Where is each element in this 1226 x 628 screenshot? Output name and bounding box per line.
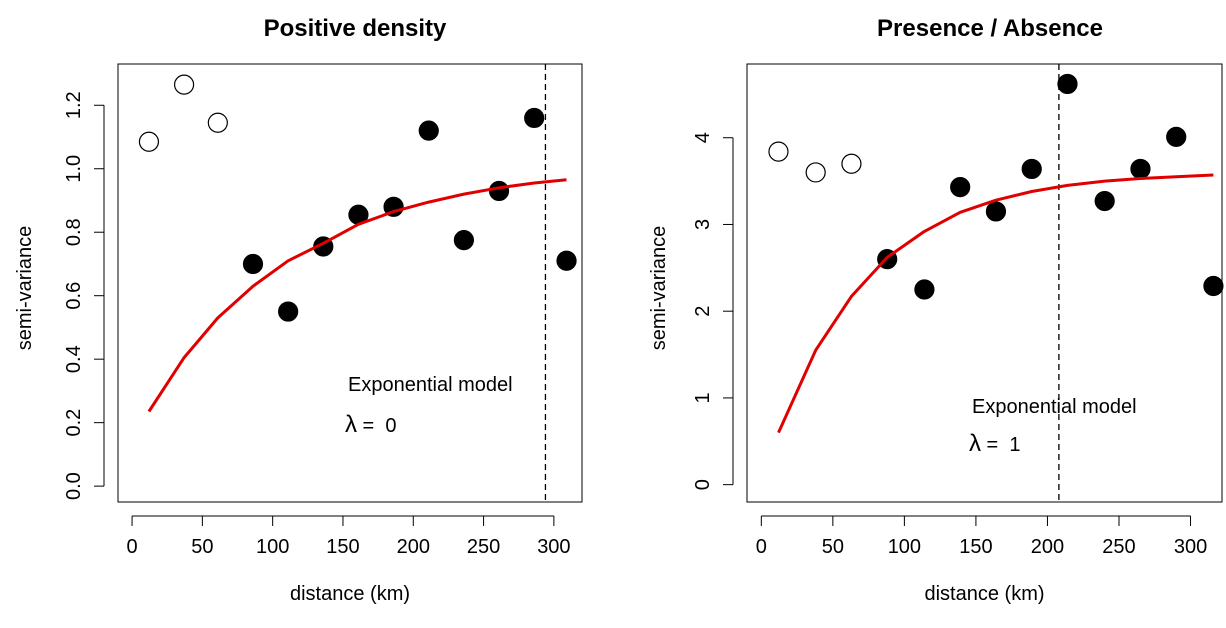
chart-1-y-tick-label: 1.0 (63, 155, 85, 183)
chart-1-point-filled (418, 120, 439, 141)
chart-2-model-annotation: Exponential model (972, 396, 1137, 418)
chart-1-lambda-label: λ = 0 (345, 411, 396, 438)
chart-2-point-filled (1166, 126, 1187, 147)
chart-1-point-filled (488, 180, 510, 202)
chart-1-y-tick-label: 0.6 (63, 282, 85, 310)
chart-1-y-axis-label: semi-variance (14, 226, 36, 350)
chart-2-point-open (768, 141, 789, 162)
chart-2-x-axis-label: distance (km) (924, 583, 1044, 605)
chart-1-point-open (173, 74, 195, 95)
chart-2-point-filled (950, 177, 971, 198)
chart-1-model-curve (147, 178, 567, 413)
chart-1-x-tick-label: 200 (397, 536, 430, 558)
chart-2-title: Presence / Absence (877, 15, 1103, 42)
chart-1-y-tick-label: 0.2 (63, 409, 85, 437)
chart-2-y-tick-label: 4 (692, 132, 714, 143)
chart-2-x-tick-label: 250 (1102, 536, 1135, 558)
chart-1-x-tick-label: 0 (126, 536, 137, 558)
chart-2-y-tick-label: 0 (692, 479, 714, 490)
chart-1-x-tick-label: 250 (467, 536, 500, 558)
chart-2-x-tick-label: 100 (888, 536, 921, 558)
chart-1-point-filled (524, 107, 545, 129)
chart-1-x-tick-label: 50 (191, 536, 213, 558)
chart-2-x-tick-label: 50 (822, 536, 844, 558)
chart-1-x-axis-label: distance (km) (290, 583, 410, 605)
chart-2-point-filled (985, 201, 1007, 222)
chart-1-point-open (138, 131, 160, 152)
chart-1-point-filled (242, 253, 264, 275)
chart-2-point-filled (1203, 275, 1224, 297)
chart-2-x-tick-label: 0 (756, 536, 767, 558)
chart-1-lambda-symbol: λ (345, 411, 357, 438)
chart-1-plot-frame (117, 63, 583, 503)
chart-2-model-curve (777, 173, 1214, 434)
chart-1-x-tick-label: 150 (326, 536, 359, 558)
chart-1-model-annotation: Exponential model (348, 374, 513, 396)
chart-2-point-filled (914, 279, 935, 300)
chart-2-panel: Presence / Absence 0 50 100 150 200 250 300 dist… (648, 15, 1224, 605)
chart-2-point-filled (1094, 190, 1115, 212)
chart-2-point-open (805, 162, 826, 183)
chart-1-point-filled (453, 230, 474, 251)
chart-1-x-tick-label: 300 (537, 536, 570, 558)
chart-1-lambda-value: = 0 (357, 415, 396, 437)
chart-2-x-tick-label: 200 (1031, 536, 1064, 558)
chart-1-title: Positive density (264, 15, 447, 42)
chart-1-x-tick-label: 100 (256, 536, 289, 558)
chart-2-x-tick-label: 300 (1174, 536, 1207, 558)
chart-2-x-tick-label: 150 (959, 536, 992, 558)
chart-2-y-tick-label: 3 (692, 219, 714, 230)
chart-1-point-filled (278, 301, 299, 322)
chart-2-y-tick-label: 2 (692, 306, 714, 317)
chart-1-point-open (207, 112, 228, 133)
chart-1-y-tick-label: 0.8 (63, 218, 85, 246)
chart-2-point-open (841, 153, 862, 174)
chart-2-lambda-symbol: λ (969, 430, 981, 457)
chart-1-y-tick-label: 0.4 (63, 345, 85, 373)
chart-2-point-filled (1130, 158, 1151, 180)
chart-2-y-tick-label: 1 (692, 392, 714, 403)
chart-1-point-filled (556, 250, 577, 271)
chart-2-y-axis-label: semi-variance (648, 226, 670, 350)
chart-2-point-filled (1057, 73, 1078, 95)
chart-1-y-tick-label: 1.2 (63, 91, 85, 119)
chart-2-lambda-value: = 1 (981, 434, 1020, 456)
chart-2-lambda-label: λ = 1 (969, 430, 1020, 457)
chart-1-y-tick-label: 0.0 (63, 472, 85, 500)
chart-1-panel: Positive density 0 50 100 150 200 250 300 distan… (14, 15, 583, 605)
chart-2-point-filled (1021, 158, 1042, 180)
